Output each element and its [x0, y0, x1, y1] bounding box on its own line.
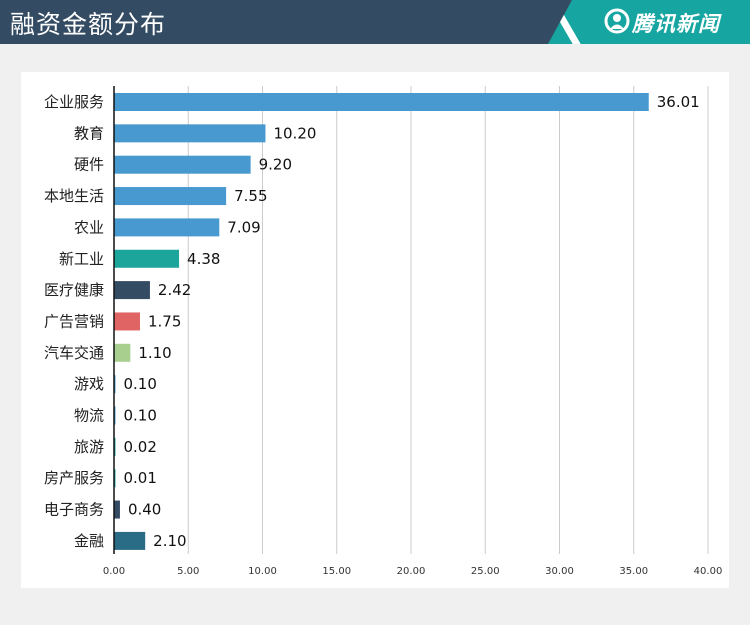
category-label: 物流 — [74, 407, 104, 425]
x-tick-label: 20.00 — [397, 566, 426, 577]
chart-panel: 企业服务 36.01 教育 10.20 硬件 9.20 本地生活 7.55 农业 7.09 新工业 4… — [21, 72, 729, 588]
bar — [114, 312, 140, 331]
category-label: 本地生活 — [44, 187, 104, 205]
bar — [114, 531, 146, 550]
data-label: 4.38 — [187, 250, 220, 268]
brand-name: 腾讯新闻 — [632, 12, 720, 36]
bar — [114, 218, 220, 237]
category-label: 新工业 — [59, 250, 104, 268]
category-label: 游戏 — [74, 375, 104, 393]
category-label: 房产服务 — [44, 469, 104, 487]
x-tick-label: 0.00 — [103, 566, 125, 577]
bar — [114, 500, 120, 519]
x-tick-label: 40.00 — [694, 566, 723, 577]
x-tick-label: 30.00 — [545, 566, 574, 577]
tencent-news-logo-icon — [604, 8, 630, 34]
category-label: 金融 — [74, 532, 104, 550]
data-label: 0.01 — [124, 469, 157, 487]
data-label: 1.75 — [148, 312, 181, 330]
category-label: 硬件 — [74, 156, 104, 174]
bar — [114, 155, 251, 174]
data-label: 7.09 — [227, 218, 260, 236]
category-label: 教育 — [74, 124, 104, 142]
page-title: 融资金额分布 — [10, 10, 167, 39]
category-label: 医疗健康 — [44, 281, 104, 299]
data-label: 0.10 — [124, 375, 157, 393]
data-label: 0.10 — [124, 407, 157, 425]
x-tick-label: 10.00 — [248, 566, 277, 577]
bar — [114, 187, 227, 206]
bar — [114, 124, 266, 143]
data-label: 10.20 — [273, 124, 316, 142]
bar — [114, 249, 180, 268]
x-tick-label: 15.00 — [322, 566, 351, 577]
x-tick-label: 35.00 — [619, 566, 648, 577]
bar-chart: 企业服务 36.01 教育 10.20 硬件 9.20 本地生活 7.55 农业 7.09 新工业 4… — [44, 86, 723, 577]
data-label: 2.42 — [158, 281, 191, 299]
category-label: 企业服务 — [44, 93, 104, 111]
data-label: 36.01 — [657, 93, 700, 111]
bar — [114, 281, 150, 300]
category-label: 汽车交通 — [44, 344, 104, 362]
header-bar: 融资金额分布 腾讯新闻 — [0, 0, 750, 44]
category-label: 农业 — [74, 218, 104, 236]
bar — [114, 343, 131, 362]
brand-tab — [548, 0, 750, 44]
data-label: 7.55 — [234, 187, 267, 205]
category-label: 广告营销 — [44, 312, 104, 330]
data-label: 0.02 — [124, 438, 157, 456]
data-label: 9.20 — [259, 156, 292, 174]
x-tick-label: 25.00 — [471, 566, 500, 577]
data-label: 0.40 — [128, 501, 161, 519]
data-label: 2.10 — [153, 532, 186, 550]
category-label: 旅游 — [74, 438, 104, 456]
category-label: 电子商务 — [44, 501, 104, 519]
x-tick-label: 5.00 — [177, 566, 199, 577]
bar — [114, 93, 649, 111]
data-label: 1.10 — [138, 344, 171, 362]
